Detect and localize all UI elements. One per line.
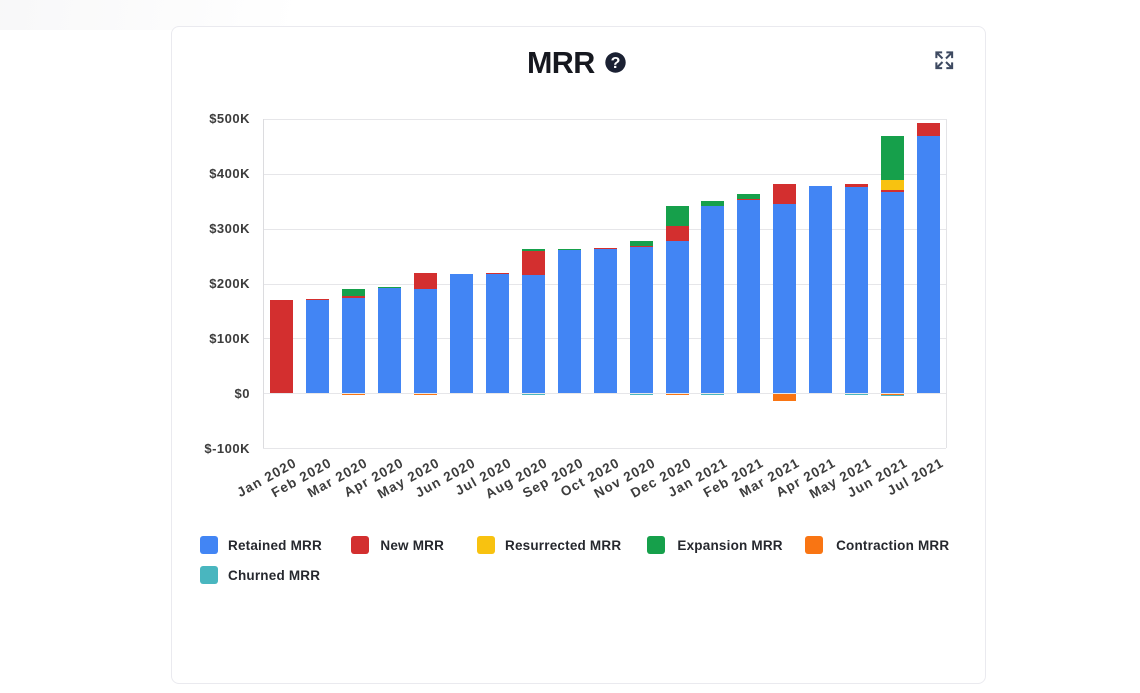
svg-text:?: ? [611, 54, 621, 71]
